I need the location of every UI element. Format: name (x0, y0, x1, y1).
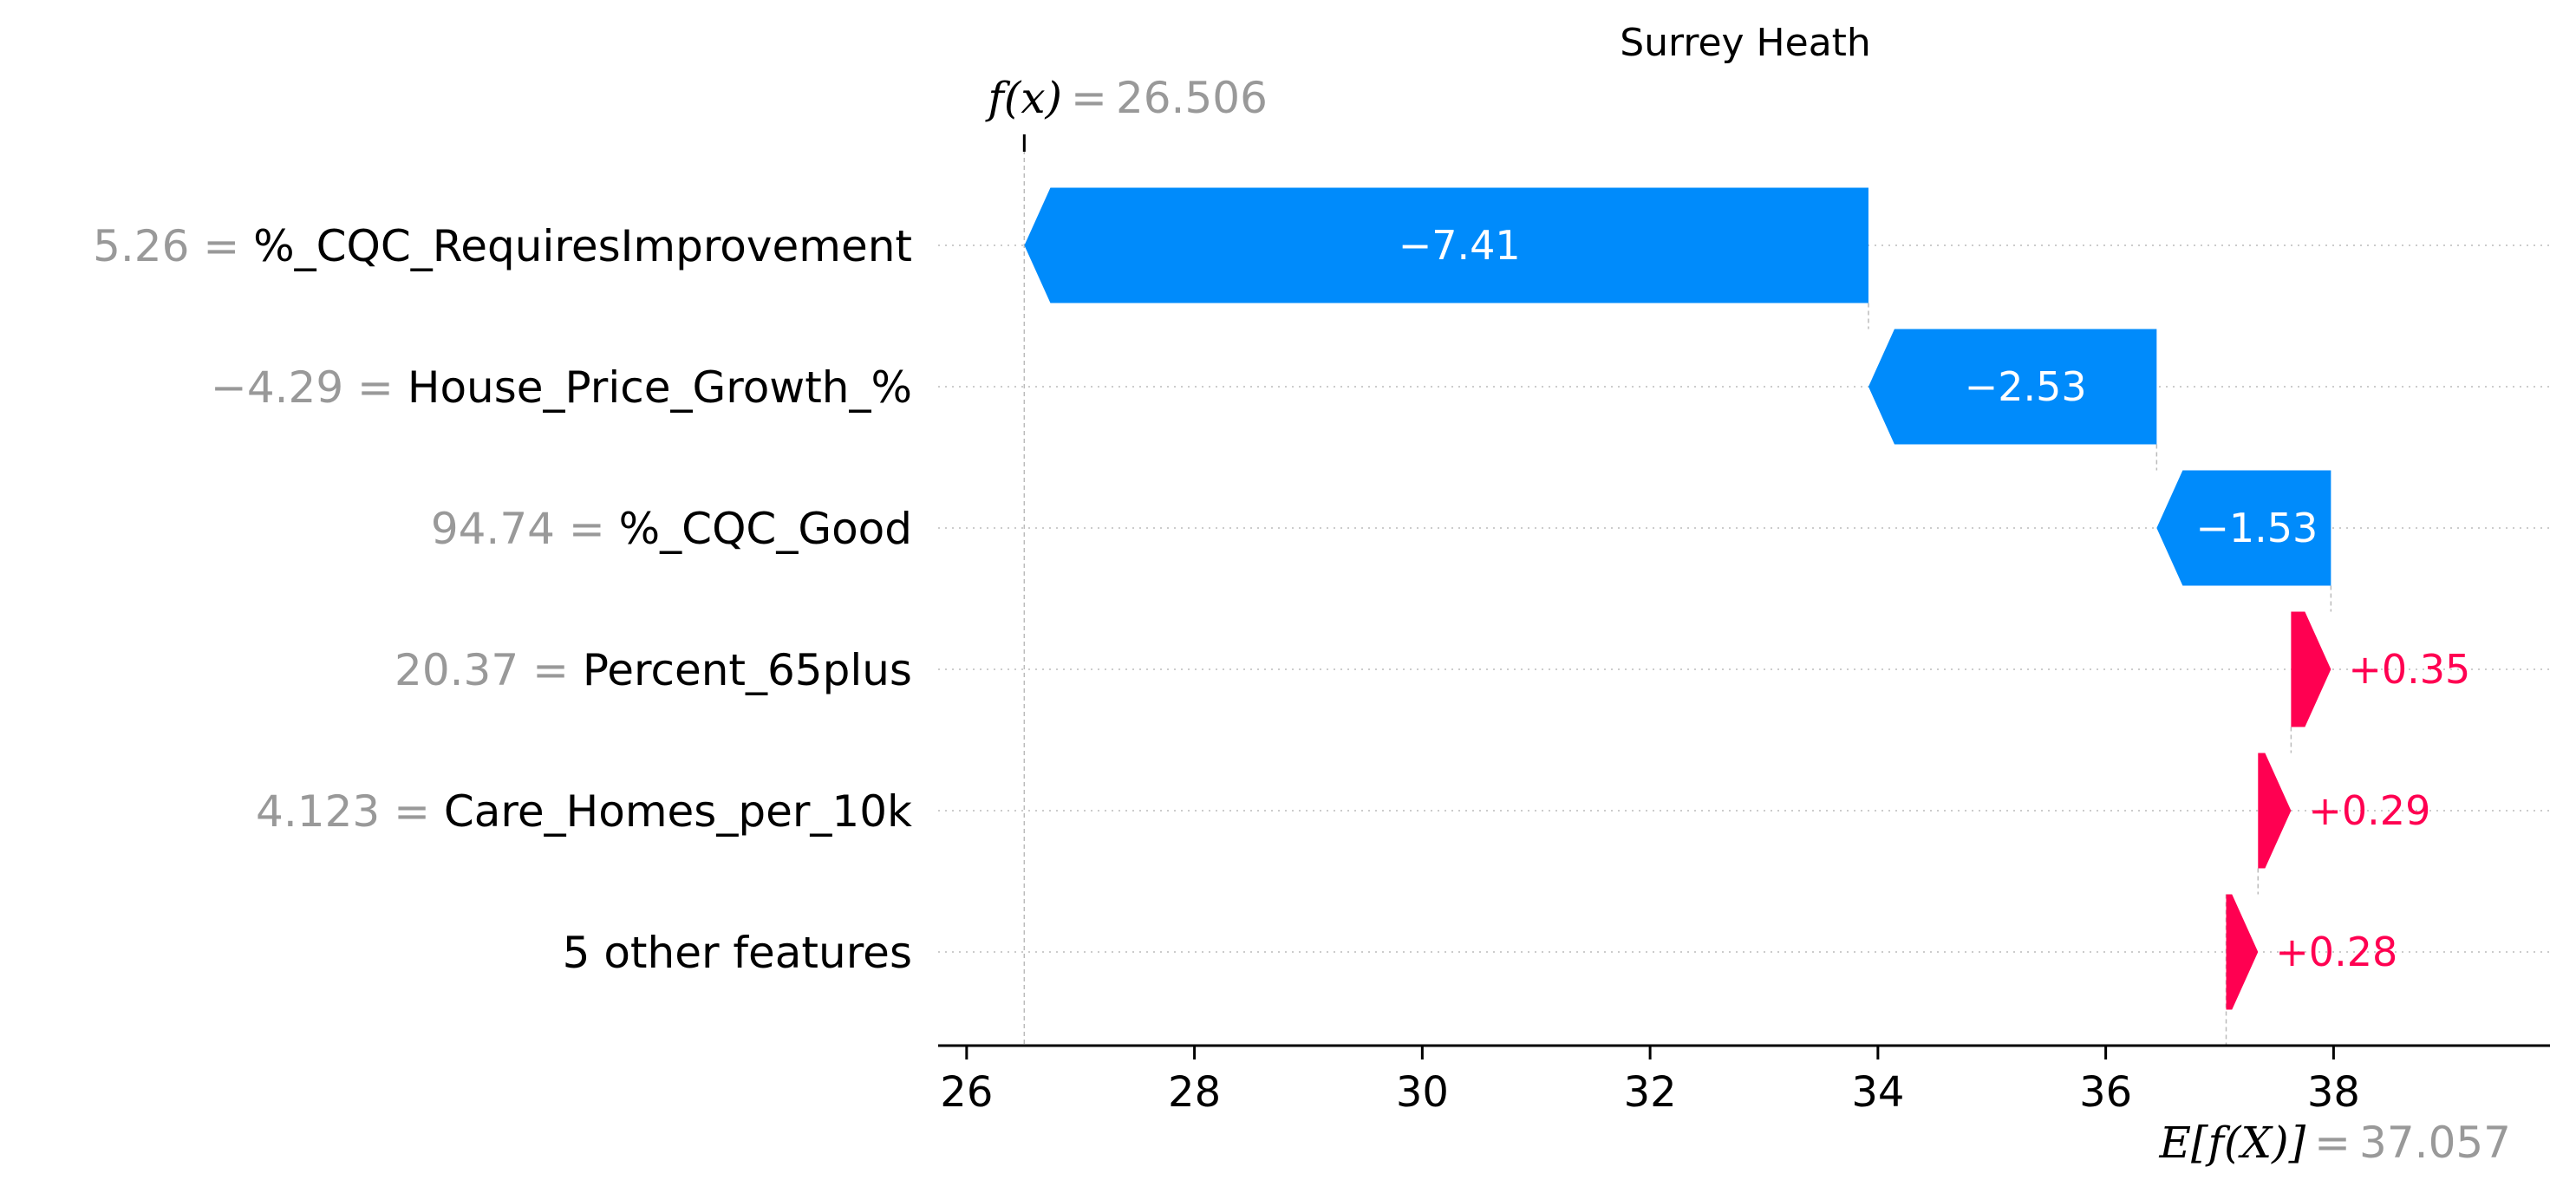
feature-name: Care_Homes_per_10k (444, 786, 912, 837)
feature-equals: = (518, 645, 583, 695)
feature-name: House_Price_Growth_% (408, 362, 912, 413)
waterfall-bar (2226, 894, 2259, 1010)
x-tick-label: 32 (1624, 1068, 1677, 1117)
x-axis: 26 28 30 32 34 36 38 (938, 1044, 2550, 1117)
feature-value: 94.74 (431, 504, 555, 554)
grid-lines (938, 244, 2550, 953)
waterfall-bar (2258, 753, 2292, 869)
bar-value-label: −2.53 (1965, 363, 2087, 410)
feature-equals: = (555, 504, 619, 554)
feature-value: −4.29 (211, 362, 343, 413)
waterfall-bar (1868, 329, 2157, 445)
x-tick-label: 34 (1851, 1068, 1904, 1117)
feature-name: 5 other features (563, 928, 912, 978)
feature-label: 20.37 = Percent_65plus (395, 645, 912, 695)
feature-value: 4.123 (256, 786, 380, 837)
ex-equals: = (2314, 1118, 2351, 1168)
feature-name: %_CQC_RequiresImprovement (253, 221, 912, 271)
feature-label: 4.123 = Care_Homes_per_10k (256, 786, 912, 837)
bar-value-label: −1.53 (2195, 505, 2318, 551)
ex-value: 37.057 (2359, 1118, 2511, 1168)
bar-value-label: +0.35 (2348, 646, 2470, 693)
expected-value-annotation: E[f(X)] = 37.057 (2159, 1118, 2512, 1168)
ex-symbol: E[f(X)] (2159, 1118, 2306, 1168)
feature-label: 5 other features (563, 928, 912, 978)
fx-value: 26.506 (1116, 73, 1268, 123)
x-tick-label: 38 (2307, 1068, 2360, 1117)
x-tick-label: 36 (2079, 1068, 2132, 1117)
fx-symbol: f(x) (984, 73, 1062, 123)
x-tick-label: 26 (940, 1068, 993, 1117)
feature-labels: 5.26 = %_CQC_RequiresImprovement −4.29 = … (93, 221, 912, 978)
fx-annotation: f(x) = 26.506 (984, 73, 1268, 123)
waterfall-bar (2156, 470, 2331, 586)
x-tick-label: 30 (1396, 1068, 1449, 1117)
feature-name: %_CQC_Good (619, 504, 912, 554)
feature-label: −4.29 = House_Price_Growth_% (211, 362, 912, 413)
feature-value: 5.26 (93, 221, 189, 271)
chart-title: Surrey Heath (1620, 21, 1871, 65)
fx-equals: = (1071, 73, 1107, 123)
waterfall-bar (1024, 187, 1868, 303)
x-tick-label: 28 (1168, 1068, 1221, 1117)
feature-name: Percent_65plus (583, 645, 912, 695)
bar-value-label: +0.29 (2308, 787, 2430, 834)
feature-equals: = (380, 786, 444, 837)
bar-value-label: +0.28 (2275, 929, 2397, 975)
feature-value: 20.37 (395, 645, 518, 695)
feature-label: 5.26 = %_CQC_RequiresImprovement (93, 221, 912, 271)
ex-label: E[f(X)] = 37.057 (2159, 1118, 2512, 1168)
feature-equals: = (189, 221, 253, 271)
feature-equals: = (343, 362, 408, 413)
bars: −7.41 −2.53 −1.53 +0.35 +0.29 +0.28 (1024, 187, 2470, 1010)
feature-label: 94.74 = %_CQC_Good (431, 504, 912, 554)
waterfall-bar (2291, 611, 2331, 727)
bar-value-label: −7.41 (1399, 222, 1521, 269)
fx-label: f(x) = 26.506 (984, 73, 1268, 123)
